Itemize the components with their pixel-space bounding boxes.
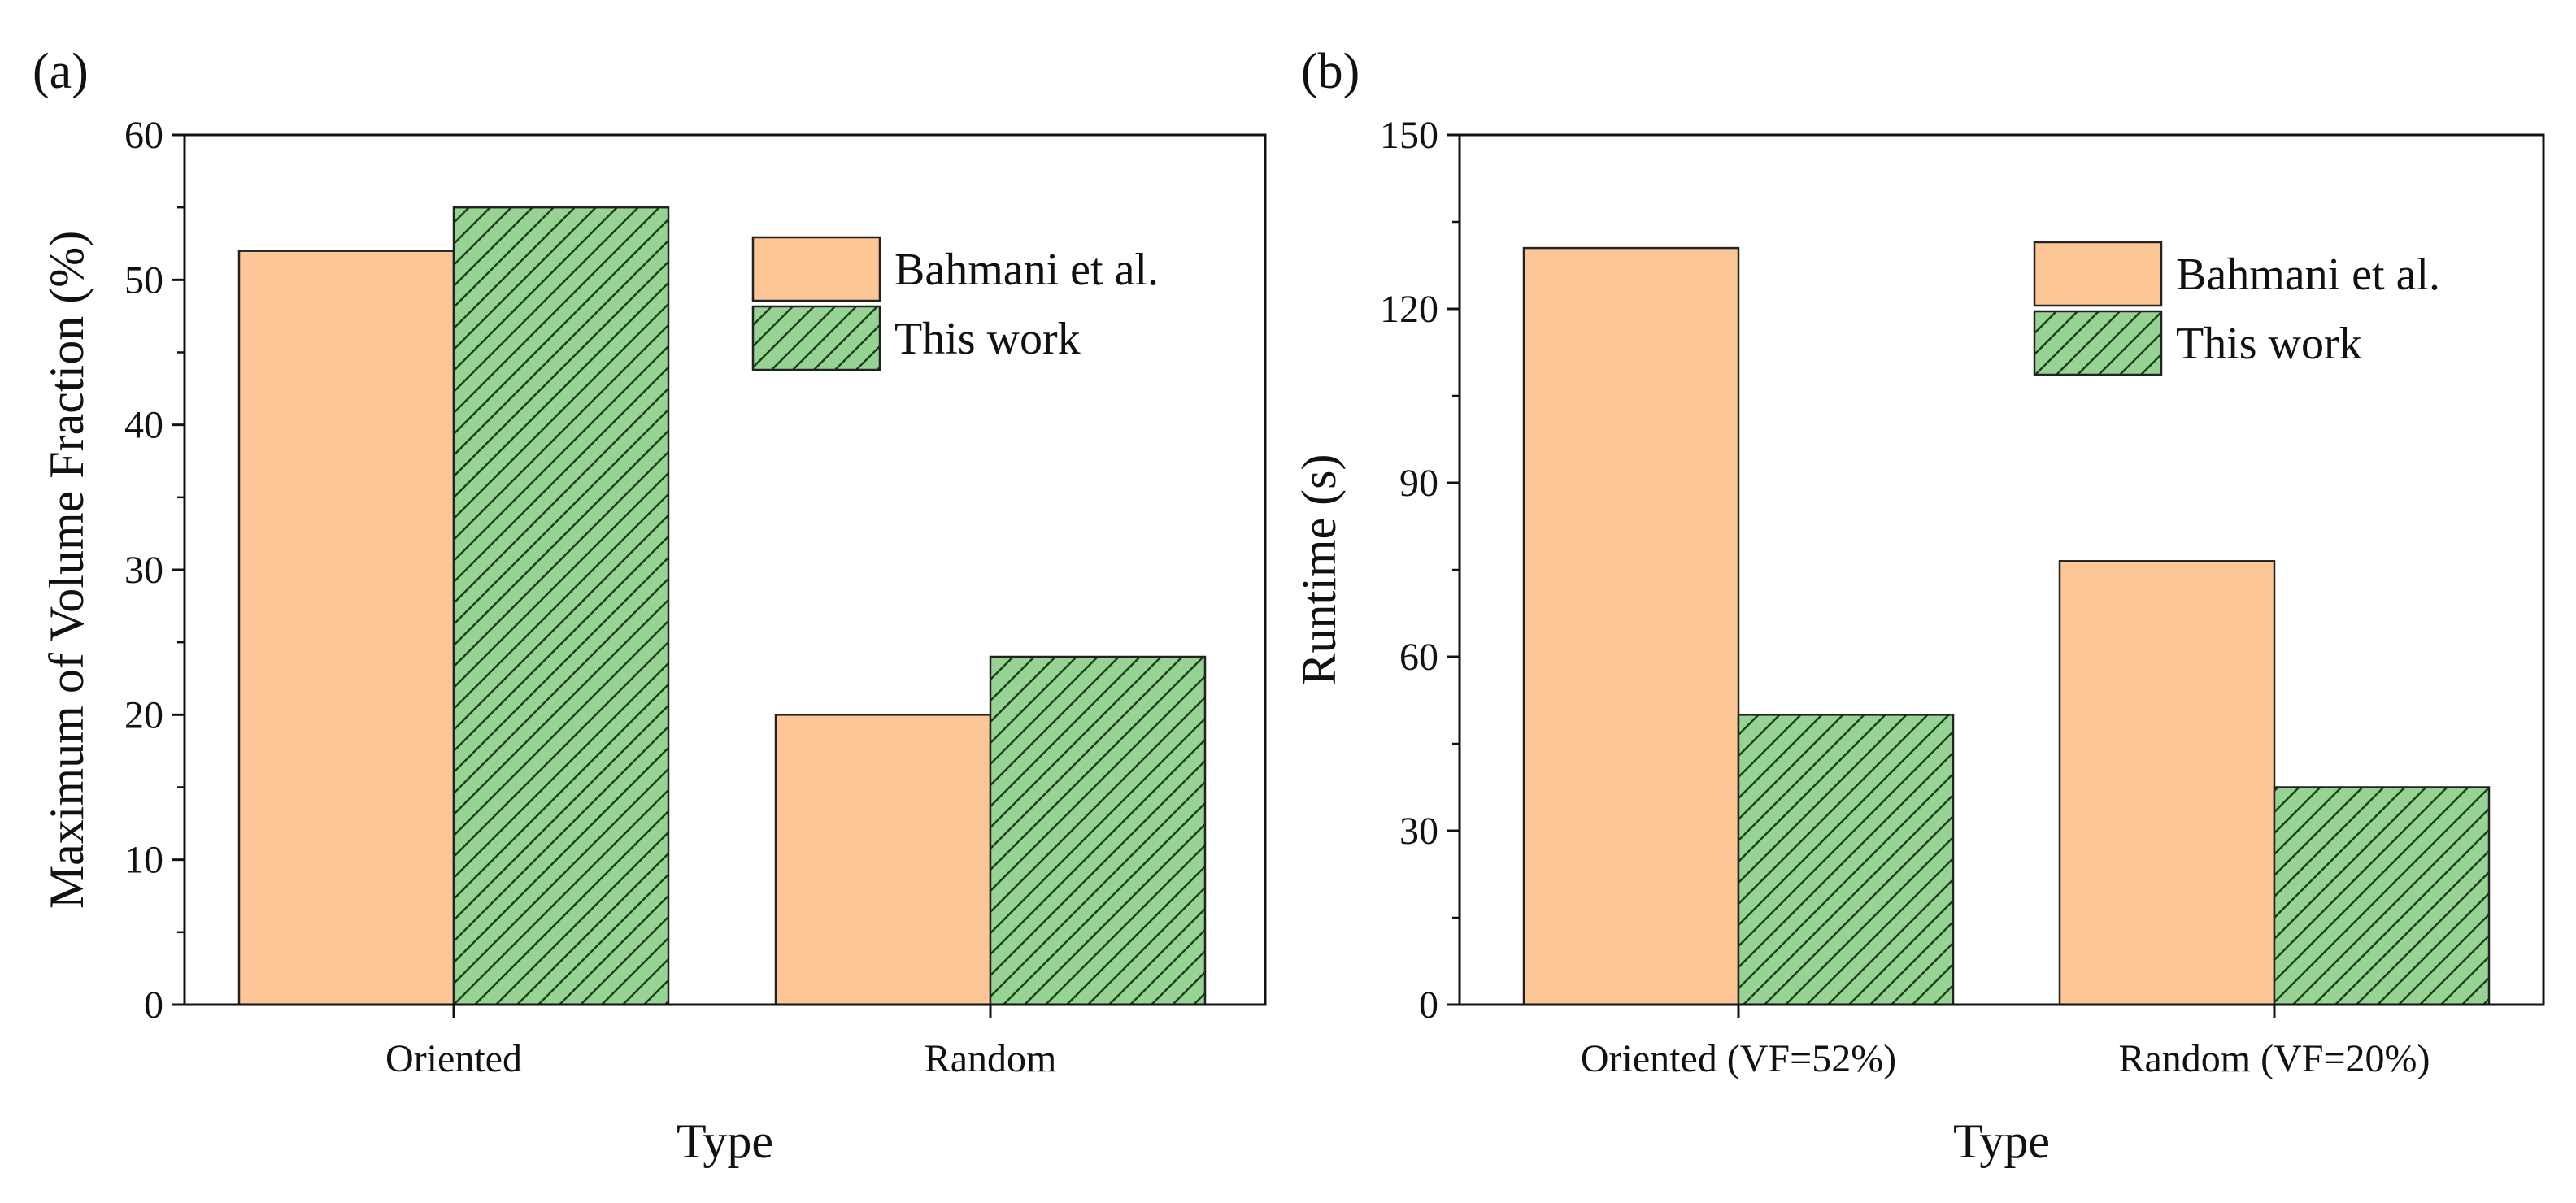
bar-this-work-1	[2273, 786, 2491, 1006]
bar-this-work-0	[452, 206, 670, 1006]
x-tick-label-1: Random (VF=20%)	[2118, 1037, 2430, 1080]
legend-label-1: This work	[894, 314, 1081, 364]
legend-swatch-1	[751, 305, 881, 371]
y-tick-label-2: 20	[124, 693, 163, 736]
y-tick-label-3: 30	[124, 549, 163, 592]
chart-b: (b) 0 30 60 90 120 150 Oriented (VF=52%) Random …	[1292, 44, 2545, 1168]
chart-a: (a) 0 10 20 30 40 50 60 Oriented Random Type Maximu…	[33, 44, 1267, 1168]
x-tick-label-0: Oriented (VF=52%)	[1581, 1037, 1896, 1080]
y-tick-label-3: 90	[1399, 462, 1438, 505]
x-axis-title: Type	[1953, 1114, 2050, 1168]
legend-swatch-0	[751, 236, 881, 302]
bar-bahmani-et-al--1	[2058, 560, 2276, 1006]
legend-label-1: This work	[2176, 319, 2362, 369]
y-tick-label-0: 0	[144, 984, 163, 1027]
bar-this-work-1	[989, 655, 1207, 1006]
x-tick-label-1: Random	[925, 1037, 1057, 1080]
bar-bahmani-et-al--0	[1522, 246, 1740, 1006]
y-axis-title: Maximum of Volume Fraction (%)	[40, 231, 94, 909]
y-tick-label-5: 50	[124, 258, 163, 302]
y-axis-title: Runtime (s)	[1292, 454, 1346, 686]
bar-bahmani-et-al--1	[774, 714, 992, 1006]
bar-bahmani-et-al--0	[237, 250, 455, 1006]
y-tick-label-1: 10	[124, 839, 163, 882]
legend-label-0: Bahmani et al.	[894, 245, 1159, 295]
legend-swatch-1	[2033, 310, 2163, 376]
y-tick-label-5: 150	[1380, 114, 1438, 157]
legend-label-0: Bahmani et al.	[2176, 250, 2440, 300]
y-tick-label-4: 40	[124, 404, 163, 447]
x-tick-label-0: Oriented	[385, 1037, 522, 1080]
x-axis-title: Type	[677, 1114, 773, 1168]
y-tick-label-2: 60	[1399, 636, 1438, 679]
legend-swatch-0	[2033, 241, 2163, 307]
y-tick-label-4: 120	[1380, 288, 1438, 331]
y-tick-label-0: 0	[1419, 984, 1438, 1027]
panel-label-0: (a)	[33, 44, 89, 99]
panel-label-1: (b)	[1301, 44, 1360, 99]
y-tick-label-6: 60	[124, 114, 163, 157]
y-tick-label-1: 30	[1399, 810, 1438, 853]
bar-this-work-0	[1737, 714, 1955, 1006]
